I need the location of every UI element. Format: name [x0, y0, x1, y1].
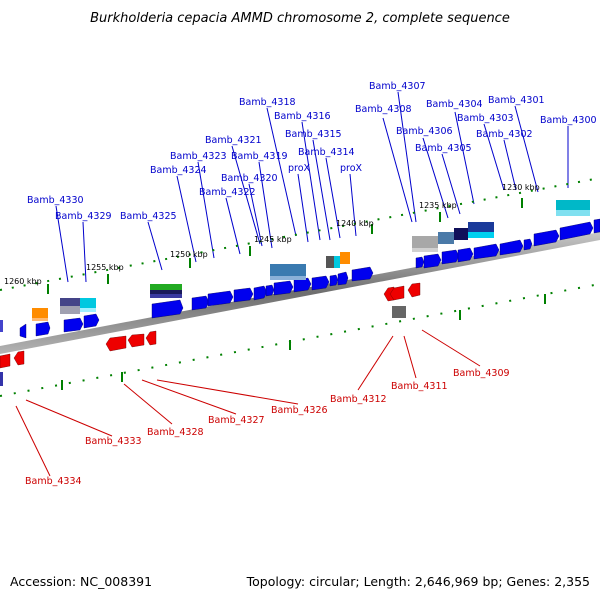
feature-boxes [32, 200, 590, 321]
gene-label: Bamb_4302 [476, 129, 533, 140]
gene-label: Bamb_4333 [85, 436, 142, 447]
gene-label: Bamb_4316 [274, 111, 331, 122]
gene-label: Bamb_4301 [488, 95, 545, 106]
gene-label: Bamb_4325 [120, 211, 177, 222]
gene-label: Bamb_4312 [330, 394, 387, 405]
tick-label: 1240 kbp [336, 219, 374, 228]
gene-label: Bamb_4330 [27, 195, 84, 206]
tick-label: 1230 kbp [502, 183, 540, 192]
tick-label: 1260 kbp [4, 277, 42, 286]
gene-label: Bamb_4309 [453, 368, 510, 379]
tick-label: 1250 kbp [170, 250, 208, 259]
gene-label: proX [340, 163, 363, 174]
edge-markers [0, 320, 3, 386]
gene-label: Bamb_4305 [415, 143, 472, 154]
topology-summary: Topology: circular; Length: 2,646,969 bp… [246, 574, 590, 589]
tick-label: 1255 kbp [86, 263, 124, 272]
gene-label: Bamb_4326 [271, 405, 328, 416]
gene-label: Bamb_4306 [396, 126, 453, 137]
gene-label: Bamb_4303 [457, 113, 514, 124]
gene-label: Bamb_4314 [298, 147, 355, 158]
gene-label: Bamb_4334 [25, 476, 82, 487]
bottom-gene-labels: Bamb_4309 Bamb_4311 Bamb_4312 Bamb_4326 … [25, 368, 510, 487]
gene-label: Bamb_4307 [369, 81, 426, 92]
reverse-genes [0, 282, 421, 369]
accession-label: Accession: NC_008391 [10, 574, 152, 589]
gene-label: Bamb_4324 [150, 165, 207, 176]
gene-label: Bamb_4329 [55, 211, 112, 222]
tick-labels: 1260 kbp 1255 kbp 1250 kbp 1245 kbp 1240… [4, 183, 540, 286]
map-title: Burkholderia cepacia AMMD chromosome 2, … [90, 11, 510, 26]
top-leader-lines [55, 91, 569, 283]
gene-label: Bamb_4328 [147, 427, 204, 438]
gene-label: Bamb_4323 [170, 151, 227, 162]
gene-label: Bamb_4321 [205, 135, 262, 146]
bottom-leader-lines [15, 329, 481, 477]
gene-label: Bamb_4327 [208, 415, 265, 426]
gene-label: Bamb_4319 [231, 151, 288, 162]
tick-label: 1235 kbp [419, 201, 457, 210]
gene-label: Bamb_4318 [239, 97, 296, 108]
gene-label: Bamb_4322 [199, 187, 256, 198]
gene-label: Bamb_4315 [285, 129, 342, 140]
gene-label: Bamb_4300 [540, 115, 597, 126]
gene-label: proX [288, 163, 311, 174]
scale-ticks [0, 177, 600, 397]
top-gene-labels: Bamb_4307 Bamb_4318 Bamb_4308 Bamb_4304 … [27, 81, 597, 222]
gene-label: Bamb_4308 [355, 104, 412, 115]
tick-label: 1245 kbp [254, 235, 292, 244]
forward-genes [19, 218, 600, 339]
gene-label: Bamb_4311 [391, 381, 448, 392]
gene-label: Bamb_4320 [221, 173, 278, 184]
gene-label: Bamb_4304 [426, 99, 483, 110]
